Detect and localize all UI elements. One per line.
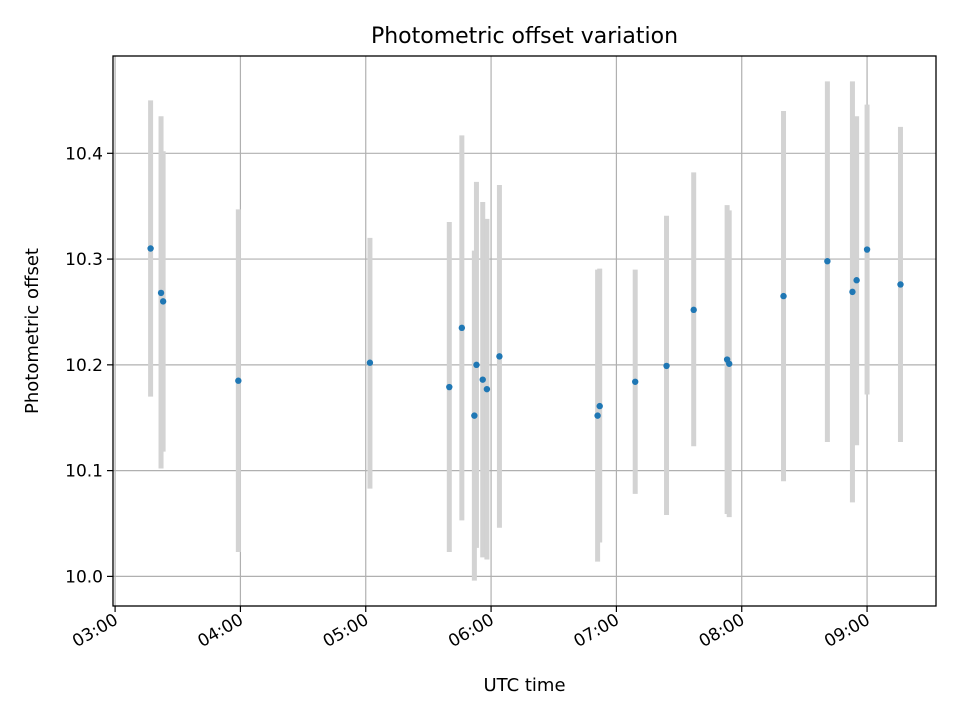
- plot-frame: [112, 55, 937, 607]
- data-point: [159, 298, 167, 305]
- data-point: [366, 359, 374, 366]
- data-point: [632, 378, 639, 385]
- data-point: [853, 277, 860, 284]
- axis-layer: 03:00 04:00 05:00 06:00 07:00 08:00 09:00 10.0 1…: [65, 144, 873, 652]
- y-tick-label: 10.3: [65, 250, 103, 270]
- data-point: [479, 376, 486, 383]
- data-point: [471, 412, 478, 419]
- data-point: [147, 245, 154, 252]
- point-layer: [147, 245, 904, 419]
- data-point: [663, 362, 670, 370]
- data-point: [780, 292, 787, 300]
- data-point: [690, 306, 697, 314]
- x-tick-label: 07:00: [570, 610, 622, 652]
- x-tick-label: 06:00: [445, 610, 497, 652]
- data-point: [726, 360, 733, 367]
- y-tick-label: 10.2: [65, 356, 103, 376]
- chart-title: Photometric offset variation: [371, 24, 678, 49]
- y-axis-label: Photometric offset: [22, 248, 43, 414]
- data-point: [596, 402, 603, 410]
- y-tick-label: 10.0: [65, 567, 103, 587]
- x-tick-label: 05:00: [320, 610, 372, 652]
- data-point: [458, 324, 466, 332]
- data-point: [235, 377, 242, 384]
- data-point: [446, 383, 453, 391]
- data-point: [483, 385, 491, 393]
- grid-layer: [113, 56, 936, 606]
- x-axis-label: UTC time: [483, 675, 565, 696]
- data-point: [496, 353, 503, 360]
- data-point: [849, 288, 856, 296]
- data-point: [824, 257, 831, 265]
- data-point: [863, 246, 871, 253]
- data-point: [157, 289, 165, 297]
- x-tick-label: 08:00: [696, 610, 748, 652]
- x-tick-label: 03:00: [69, 610, 121, 652]
- data-point: [594, 412, 601, 419]
- x-tick-label: 04:00: [194, 610, 246, 652]
- x-tick-label: 09:00: [821, 610, 873, 652]
- data-point: [897, 281, 904, 288]
- y-tick-label: 10.1: [65, 462, 103, 482]
- y-tick-label: 10.4: [65, 144, 103, 164]
- errorbar-layer: [148, 81, 903, 581]
- data-point: [473, 361, 480, 369]
